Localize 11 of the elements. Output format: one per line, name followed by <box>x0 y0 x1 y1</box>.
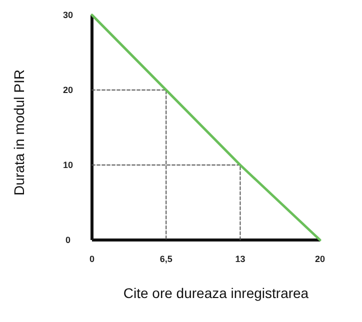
y-tick-label: 0 <box>65 235 71 245</box>
x-axis-title: Cite ore dureaza inregistrarea <box>123 285 309 301</box>
x-tick-label: 20 <box>314 254 326 264</box>
x-tick-label: 0 <box>89 254 95 264</box>
line-series <box>90 14 322 242</box>
y-tick-label: 30 <box>62 10 74 20</box>
x-tick-label: 6,5 <box>160 254 172 264</box>
y-tick-label: 10 <box>62 160 74 170</box>
y-tick-label: 20 <box>62 85 74 95</box>
y-axis-title: Durata in modul PIR <box>11 69 27 196</box>
x-tick-label: 13 <box>235 254 246 264</box>
